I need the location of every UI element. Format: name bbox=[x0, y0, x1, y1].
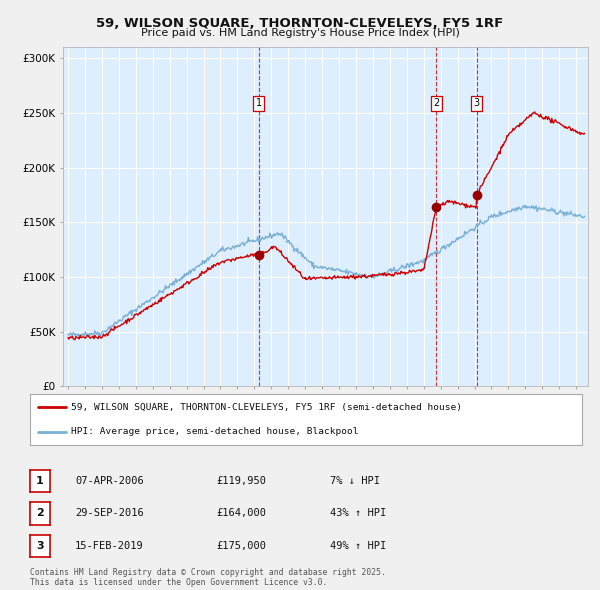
Text: 07-APR-2006: 07-APR-2006 bbox=[75, 476, 144, 486]
Text: 49% ↑ HPI: 49% ↑ HPI bbox=[330, 541, 386, 550]
Text: 59, WILSON SQUARE, THORNTON-CLEVELEYS, FY5 1RF: 59, WILSON SQUARE, THORNTON-CLEVELEYS, F… bbox=[97, 17, 503, 30]
Text: 2: 2 bbox=[36, 509, 44, 518]
Text: 7% ↓ HPI: 7% ↓ HPI bbox=[330, 476, 380, 486]
Text: 1: 1 bbox=[36, 476, 44, 486]
Text: 43% ↑ HPI: 43% ↑ HPI bbox=[330, 509, 386, 518]
Text: 3: 3 bbox=[36, 541, 44, 550]
Text: £175,000: £175,000 bbox=[216, 541, 266, 550]
Text: 15-FEB-2019: 15-FEB-2019 bbox=[75, 541, 144, 550]
Text: Contains HM Land Registry data © Crown copyright and database right 2025.
This d: Contains HM Land Registry data © Crown c… bbox=[30, 568, 386, 587]
Text: 3: 3 bbox=[473, 98, 479, 108]
Text: £164,000: £164,000 bbox=[216, 509, 266, 518]
Text: 2: 2 bbox=[433, 98, 440, 108]
Text: HPI: Average price, semi-detached house, Blackpool: HPI: Average price, semi-detached house,… bbox=[71, 427, 359, 437]
Text: £119,950: £119,950 bbox=[216, 476, 266, 486]
Text: Price paid vs. HM Land Registry's House Price Index (HPI): Price paid vs. HM Land Registry's House … bbox=[140, 28, 460, 38]
Text: 29-SEP-2016: 29-SEP-2016 bbox=[75, 509, 144, 518]
Text: 59, WILSON SQUARE, THORNTON-CLEVELEYS, FY5 1RF (semi-detached house): 59, WILSON SQUARE, THORNTON-CLEVELEYS, F… bbox=[71, 402, 463, 412]
Text: 1: 1 bbox=[256, 98, 262, 108]
